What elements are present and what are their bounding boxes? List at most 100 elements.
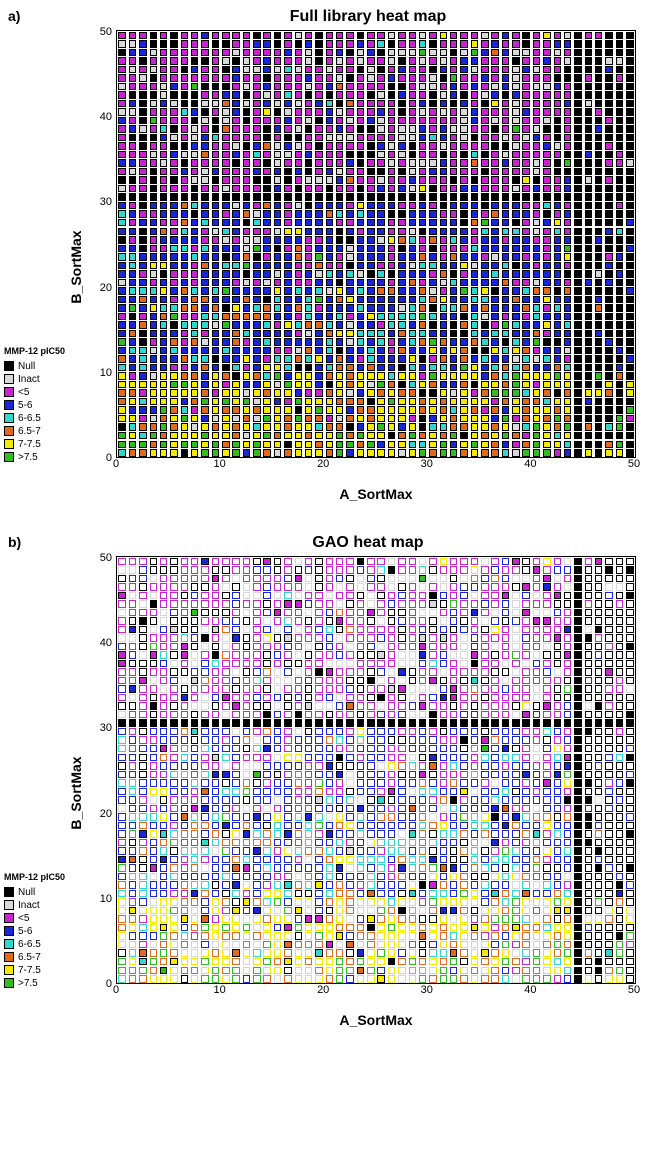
heatmap-cell [512, 432, 519, 439]
heatmap-cell [263, 668, 270, 675]
heatmap-cell [129, 304, 136, 311]
heatmap-cell [367, 609, 374, 616]
heatmap-cell [491, 694, 498, 701]
heatmap-cell [139, 932, 146, 939]
heatmap-cell [460, 406, 467, 413]
heatmap-cell [605, 185, 612, 192]
heatmap-cell [388, 592, 395, 599]
heatmap-cell [450, 296, 457, 303]
heatmap-cell [118, 822, 125, 829]
heatmap-cell [326, 600, 333, 607]
heatmap-cell [616, 49, 623, 56]
heatmap-cell [388, 788, 395, 795]
heatmap-cell [543, 864, 550, 871]
heatmap-cell [367, 228, 374, 235]
heatmap-cell [160, 685, 167, 692]
heatmap-cell [564, 372, 571, 379]
heatmap-cell [605, 668, 612, 675]
heatmap-cell [460, 151, 467, 158]
heatmap-cell [522, 91, 529, 98]
heatmap-cell [460, 321, 467, 328]
heatmap-cell [170, 57, 177, 64]
heatmap-cell [232, 321, 239, 328]
heatmap-cell [181, 932, 188, 939]
heatmap-cell [253, 389, 260, 396]
heatmap-cell [564, 958, 571, 965]
heatmap-cell [460, 592, 467, 599]
heatmap-cell [150, 355, 157, 362]
heatmap-cell [253, 949, 260, 956]
heatmap-cell [585, 313, 592, 320]
heatmap-cell [533, 364, 540, 371]
heatmap-cell [201, 685, 208, 692]
heatmap-cell [150, 881, 157, 888]
heatmap-cell [118, 728, 125, 735]
heatmap-cell [460, 66, 467, 73]
heatmap-cell [326, 924, 333, 931]
heatmap-cell [409, 74, 416, 81]
heatmap-cell [543, 634, 550, 641]
heatmap-cell [129, 575, 136, 582]
heatmap-cell [605, 193, 612, 200]
heatmap-cell [191, 32, 198, 39]
heatmap-cell [491, 176, 498, 183]
heatmap-cell [554, 651, 561, 658]
heatmap-cell [429, 592, 436, 599]
heatmap-cell [605, 423, 612, 430]
heatmap-cell [429, 321, 436, 328]
heatmap-cell [129, 108, 136, 115]
heatmap-cell [315, 83, 322, 90]
heatmap-cell [160, 839, 167, 846]
heatmap-cell [263, 398, 270, 405]
heatmap-cell [460, 185, 467, 192]
heatmap-cell [326, 634, 333, 641]
heatmap-cell [118, 185, 125, 192]
heatmap-cell [170, 228, 177, 235]
heatmap-cell [419, 805, 426, 812]
heatmap-cell [191, 685, 198, 692]
heatmap-cell [481, 745, 488, 752]
heatmap-cell [543, 736, 550, 743]
heatmap-cell [150, 270, 157, 277]
heatmap-cell [388, 813, 395, 820]
heatmap-cell [460, 771, 467, 778]
heatmap-cell [471, 40, 478, 47]
heatmap-cell [471, 813, 478, 820]
heatmap-cell [274, 685, 281, 692]
heatmap-cell [367, 830, 374, 837]
heatmap-cell [263, 873, 270, 880]
heatmap-cell [326, 702, 333, 709]
heatmap-cell [191, 702, 198, 709]
heatmap-cell [460, 839, 467, 846]
heatmap-cell [450, 822, 457, 829]
heatmap-cell [357, 245, 364, 252]
heatmap-cell [118, 321, 125, 328]
heatmap-cell [398, 762, 405, 769]
heatmap-cell [326, 423, 333, 430]
heatmap-cell [398, 967, 405, 974]
heatmap-cell [512, 125, 519, 132]
heatmap-cell [139, 813, 146, 820]
heatmap-cell [212, 890, 219, 897]
heatmap-cell [512, 304, 519, 311]
heatmap-cell [160, 881, 167, 888]
heatmap-cell [626, 432, 633, 439]
heatmap-cell [129, 57, 136, 64]
heatmap-cell [512, 389, 519, 396]
heatmap-cell [118, 907, 125, 914]
heatmap-cell [139, 168, 146, 175]
heatmap-cell [357, 185, 364, 192]
heatmap-cell [160, 958, 167, 965]
heatmap-cell [181, 287, 188, 294]
heatmap-cell [522, 941, 529, 948]
heatmap-cell [616, 108, 623, 115]
heatmap-cell [616, 719, 623, 726]
heatmap-cell [357, 253, 364, 260]
heatmap-cell [263, 296, 270, 303]
heatmap-cell [419, 813, 426, 820]
heatmap-cell [564, 660, 571, 667]
heatmap-cell [315, 100, 322, 107]
heatmap-cell [585, 296, 592, 303]
heatmap-cell [626, 262, 633, 269]
heatmap-cell [398, 924, 405, 931]
